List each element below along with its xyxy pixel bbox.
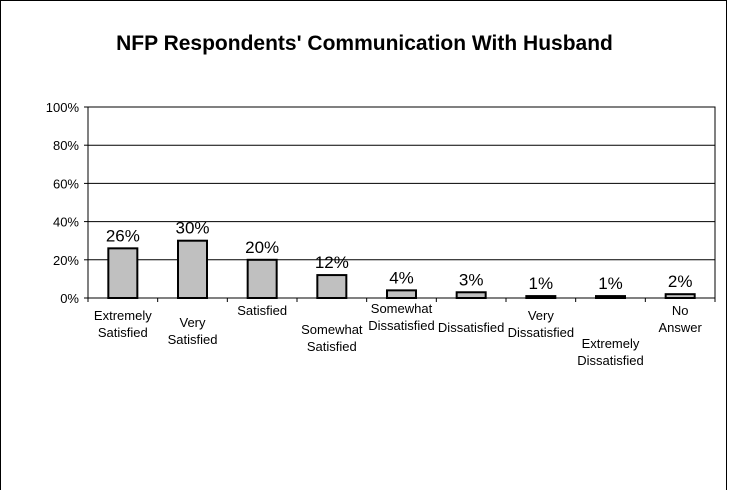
x-tick-label: Answer (658, 320, 702, 335)
x-tick-label: Satisfied (98, 325, 148, 340)
bar (595, 295, 626, 299)
x-tick-label: Somewhat (301, 322, 363, 337)
chart-title: NFP Respondents' Communication With Husb… (116, 32, 613, 55)
data-label: 2% (668, 272, 693, 291)
data-label: 1% (598, 274, 623, 293)
x-tick-label: Satisfied (168, 332, 218, 347)
bar (525, 295, 557, 299)
y-tick-label: 60% (53, 176, 79, 191)
data-label: 3% (459, 270, 484, 289)
x-tick-label: Dissatisfied (577, 353, 643, 368)
x-tick-label: Dissatisfied (438, 320, 504, 335)
x-tick-label: Dissatisfied (508, 325, 574, 340)
y-tick-label: 20% (53, 253, 79, 268)
bar (664, 293, 696, 299)
bar (177, 239, 208, 299)
data-label: 1% (529, 274, 554, 293)
bar (246, 258, 278, 299)
y-tick-label: 80% (53, 138, 79, 153)
x-tick-label: Satisfied (307, 339, 357, 354)
x-tick-label: Extremely (94, 308, 152, 323)
x-tick-label: Somewhat (371, 301, 433, 316)
data-label: 4% (389, 268, 414, 287)
x-tick-label: Satisfied (237, 303, 287, 318)
x-tick-label: Very (528, 308, 555, 323)
y-tick-label: 100% (46, 100, 80, 115)
bar (316, 274, 348, 299)
x-tick-label: Dissatisfied (368, 318, 434, 333)
x-tick-label: Very (179, 315, 206, 330)
bar (455, 291, 487, 299)
y-tick-label: 0% (60, 291, 79, 306)
data-label: 30% (175, 219, 209, 238)
data-label: 12% (315, 253, 349, 272)
x-tick-label: Extremely (582, 336, 640, 351)
x-tick-label: No (672, 303, 689, 318)
y-tick-label: 40% (53, 215, 79, 230)
data-label: 26% (106, 226, 140, 245)
bar (107, 247, 139, 299)
data-label: 20% (245, 238, 279, 257)
bar (386, 289, 417, 299)
